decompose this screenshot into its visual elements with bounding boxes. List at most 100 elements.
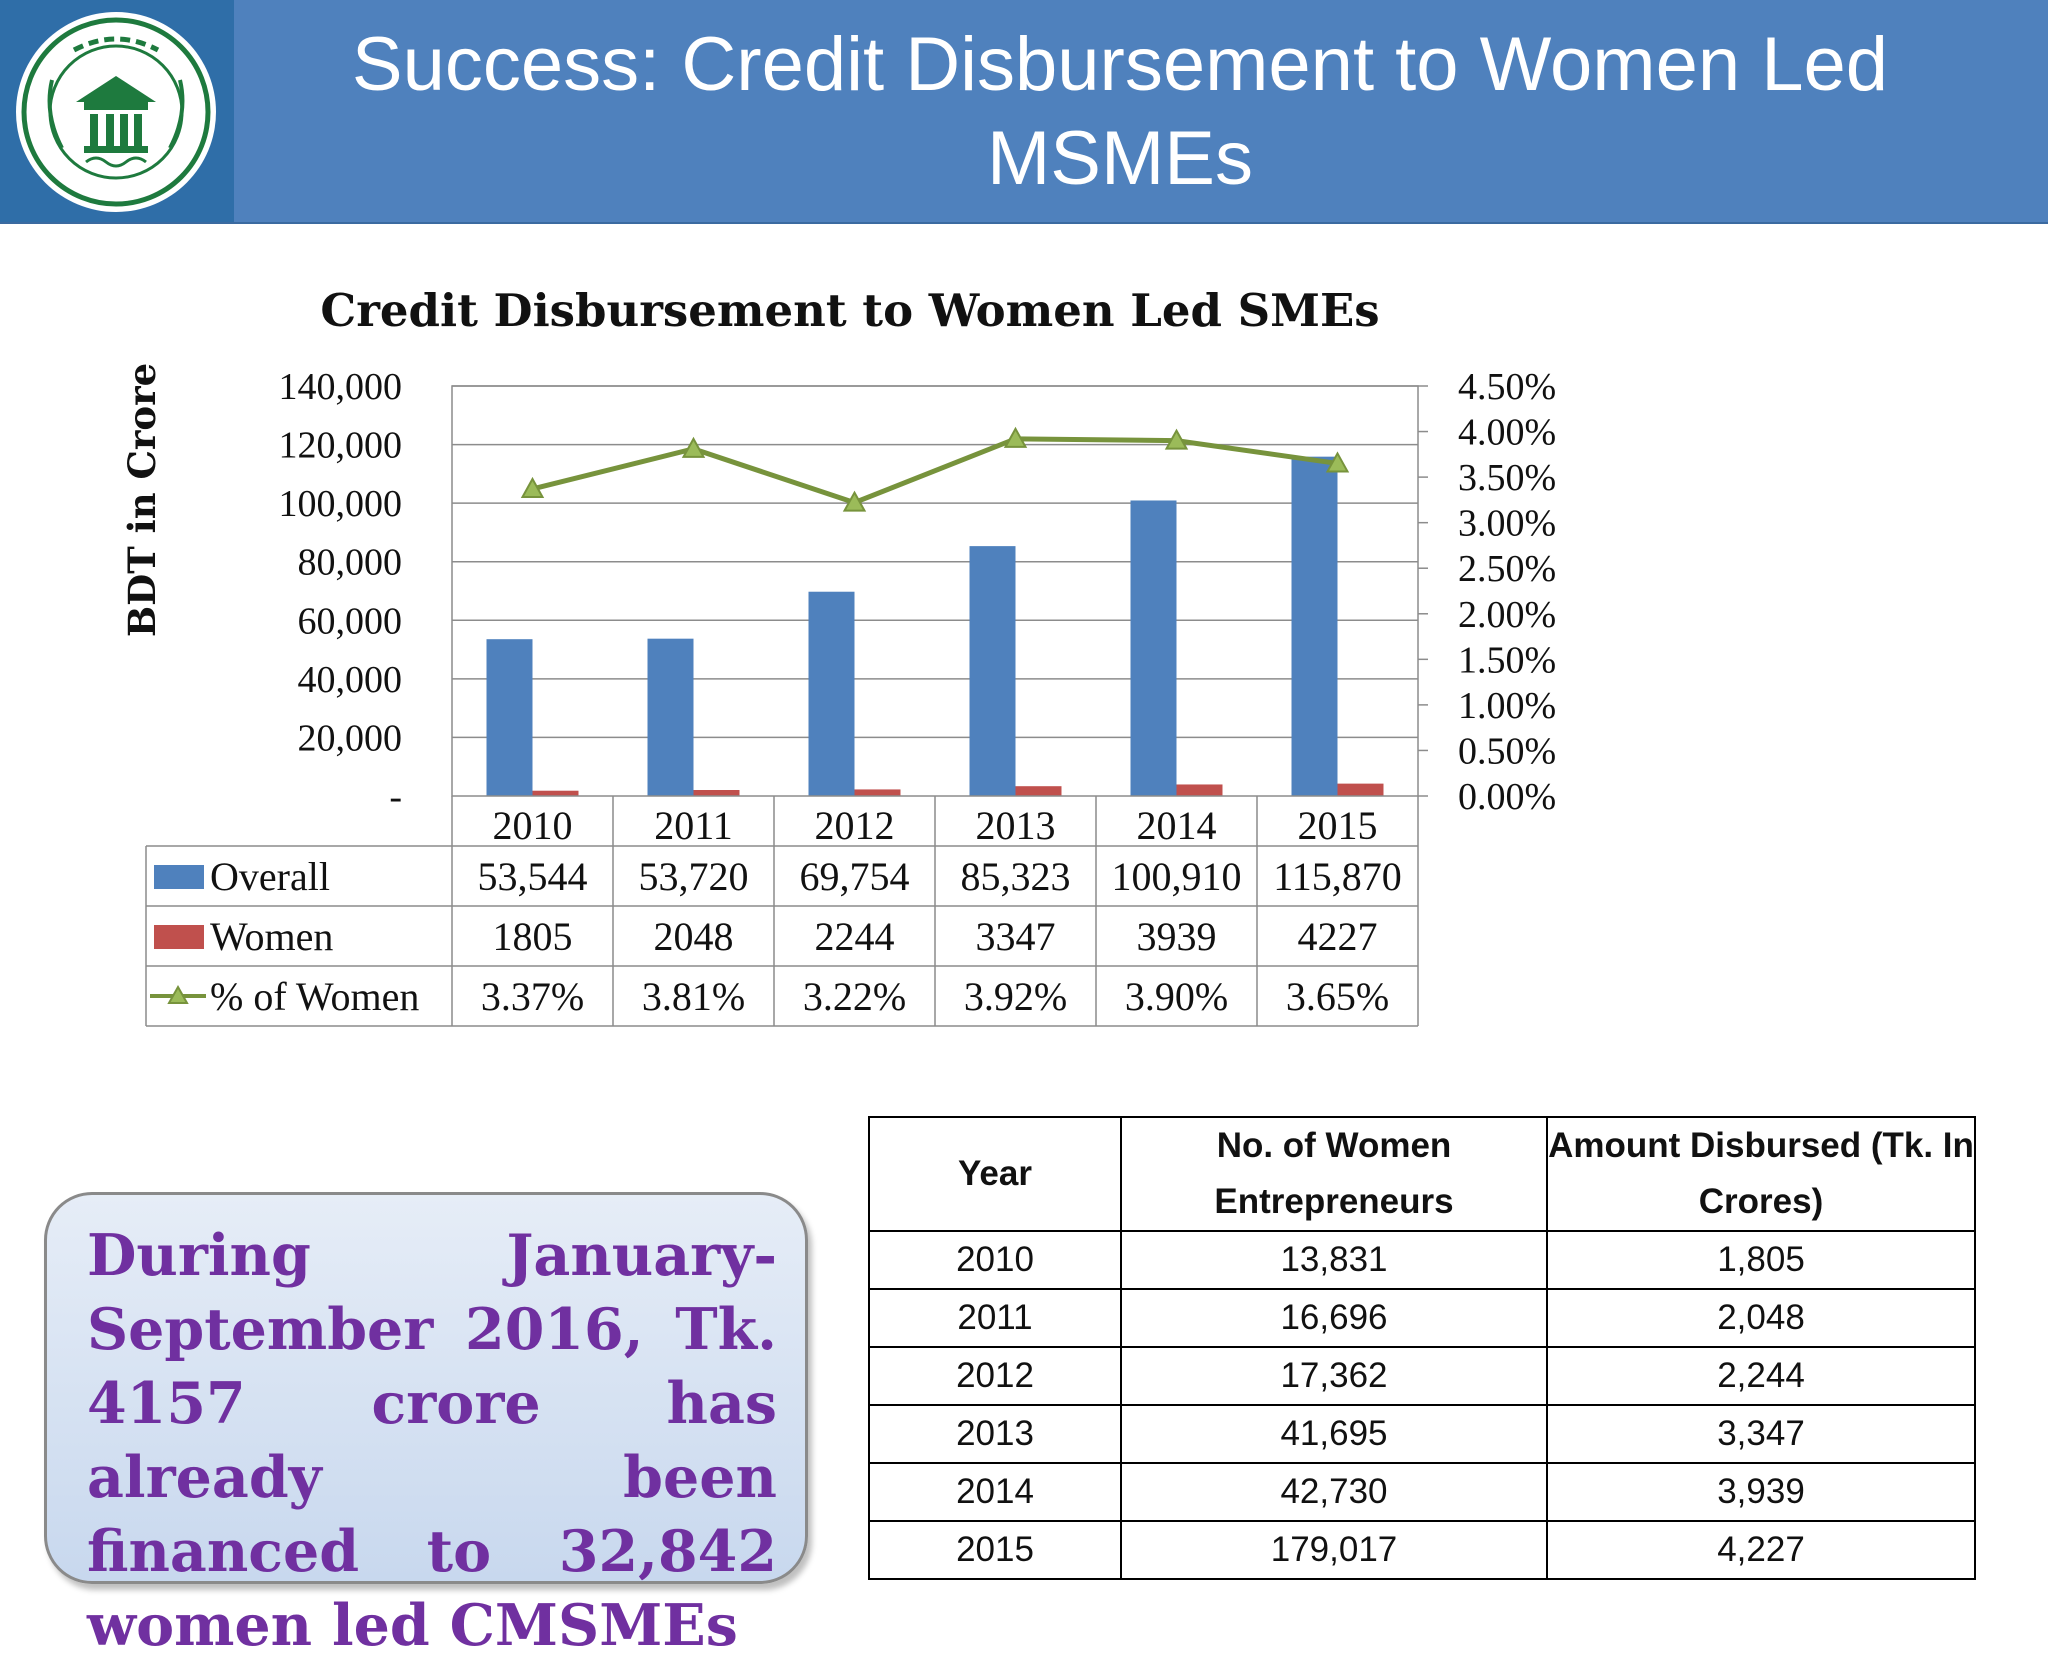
y2-tick-label: 1.50%: [1458, 639, 1556, 681]
grid-lines: [452, 385, 1418, 739]
cell-year: 2014: [868, 1462, 1122, 1522]
bar-women: [1015, 786, 1062, 796]
legend-key-pct-marker: [167, 984, 189, 1004]
y-tick-label: 140,000: [279, 366, 403, 408]
series-name: Overall: [210, 854, 330, 899]
cell-amount: 2,048: [1546, 1288, 1976, 1348]
data-label: 2048: [654, 914, 734, 959]
y2-tick-label: 2.50%: [1458, 548, 1556, 590]
bar-women: [1337, 783, 1384, 796]
plot-area: [451, 385, 1419, 797]
table-row: 2011 16,696 2,048: [868, 1288, 1976, 1348]
y-tick-label: 80,000: [298, 542, 403, 584]
cell-women: 42,730: [1120, 1462, 1548, 1522]
x-tick-label: 2010: [493, 803, 573, 848]
cell-amount: 3,939: [1546, 1462, 1976, 1522]
bar-women: [854, 789, 901, 796]
data-label: 115,870: [1273, 854, 1402, 899]
cell-amount: 4,227: [1546, 1520, 1976, 1580]
cell-year: 2012: [868, 1346, 1122, 1406]
x-tick-label: 2015: [1298, 803, 1378, 848]
cell-women: 41,695: [1120, 1404, 1548, 1464]
table-row: 2015 179,017 4,227: [868, 1520, 1976, 1580]
chart-title: Credit Disbursement to Women Led SMEs: [320, 284, 1380, 337]
bar-overall: [1130, 500, 1177, 796]
x-tick-label: 2011: [654, 803, 733, 848]
bangladesh-bank-logo: [16, 12, 216, 212]
chart: - 20,000 40,000 60,000 80,000 100,000 120,000 1…: [145, 366, 1557, 1027]
data-label: 3.81%: [642, 974, 745, 1019]
chart-data-table: 2010 2011 2012 2013 2014 2015 Overall 53,544 53,…: [145, 796, 1419, 1027]
women-entrepreneurs-table: Year No. of Women Entrepreneurs Amount D…: [868, 1116, 1976, 1580]
data-label: 3939: [1137, 914, 1217, 959]
data-label: 3.37%: [481, 974, 584, 1019]
pct-marker: [1003, 426, 1028, 448]
y2-tick-label: 4.50%: [1458, 366, 1556, 408]
data-label: 3.65%: [1286, 974, 1389, 1019]
pct-marker: [1164, 428, 1189, 450]
cell-year: 2013: [868, 1404, 1122, 1464]
y2-tick-label: 0.00%: [1458, 776, 1556, 818]
x-tick-label: 2014: [1137, 803, 1217, 848]
cell-women: 13,831: [1120, 1230, 1548, 1290]
pct-marker: [681, 436, 706, 458]
x-tick-label: 2012: [815, 803, 895, 848]
data-label: 3.90%: [1125, 974, 1228, 1019]
legend-key-women: [154, 925, 204, 949]
pct-marker: [1325, 451, 1350, 473]
pct-women-line: [531, 436, 1338, 506]
cell-amount: 2,244: [1546, 1346, 1976, 1406]
bar-overall: [486, 639, 533, 796]
header-amount-disbursed: Amount Disbursed (Tk. In Crores): [1546, 1116, 1976, 1232]
data-label: 85,323: [961, 854, 1071, 899]
y2-tick-label: 2.00%: [1458, 594, 1556, 636]
bars: [486, 456, 1384, 796]
data-label: 1805: [493, 914, 573, 959]
cell-women: 179,017: [1120, 1520, 1548, 1580]
cell-year: 2011: [868, 1288, 1122, 1348]
y-tick-label: 60,000: [298, 600, 403, 642]
series-name: % of Women: [210, 974, 419, 1019]
bar-women: [693, 790, 740, 796]
pct-line: [520, 426, 1350, 512]
cell-year: 2015: [868, 1520, 1122, 1580]
data-label: 53,720: [639, 854, 749, 899]
y-tick-label: 40,000: [298, 659, 403, 701]
bar-overall: [1291, 456, 1338, 796]
data-label: 100,910: [1112, 854, 1242, 899]
data-label: 3.92%: [964, 974, 1067, 1019]
header-women-entrepreneurs: No. of Women Entrepreneurs: [1120, 1116, 1548, 1232]
cell-amount: 1,805: [1546, 1230, 1976, 1290]
table-row: 2010 13,831 1,805: [868, 1230, 1976, 1290]
cell-amount: 3,347: [1546, 1404, 1976, 1464]
pct-marker: [520, 476, 545, 498]
bar-overall: [647, 638, 694, 796]
callout-box: During January-September 2016, Tk. 4157 …: [44, 1192, 808, 1659]
y-tick-label: -: [389, 776, 402, 818]
data-label: 3347: [976, 914, 1056, 959]
series-name: Women: [210, 914, 333, 959]
x-tick-label: 2013: [976, 803, 1056, 848]
data-label: 53,544: [478, 854, 588, 899]
slide-title: Success: Credit Disbursement to Women Le…: [351, 22, 1889, 201]
y2-tick-label: 3.00%: [1458, 503, 1556, 545]
logo-container: [0, 0, 234, 222]
legend-key-overall: [154, 865, 204, 889]
data-label: 69,754: [800, 854, 910, 899]
table-row: 2012 17,362 2,244: [868, 1346, 1976, 1406]
bar-women: [532, 790, 579, 796]
table-row: 2013 41,695 3,347: [868, 1404, 1976, 1464]
table-row: 2014 42,730 3,939: [868, 1462, 1976, 1522]
cell-women: 17,362: [1120, 1346, 1548, 1406]
y2-tick-label: 3.50%: [1458, 457, 1556, 499]
axes: - 20,000 40,000 60,000 80,000 100,000 120,000 1…: [279, 366, 1557, 818]
callout-text: During January-September 2016, Tk. 4157 …: [87, 1222, 777, 1659]
table-header-row: Year No. of Women Entrepreneurs Amount D…: [868, 1116, 1976, 1232]
y-tick-label: 120,000: [279, 425, 403, 467]
y2-tick-label: 1.00%: [1458, 685, 1556, 727]
pct-marker: [842, 490, 867, 512]
y-tick-label: 100,000: [279, 483, 403, 525]
data-label: 2244: [815, 914, 895, 959]
slide-header: Success: Credit Disbursement to Women Le…: [0, 0, 2048, 224]
cell-year: 2010: [868, 1230, 1122, 1290]
